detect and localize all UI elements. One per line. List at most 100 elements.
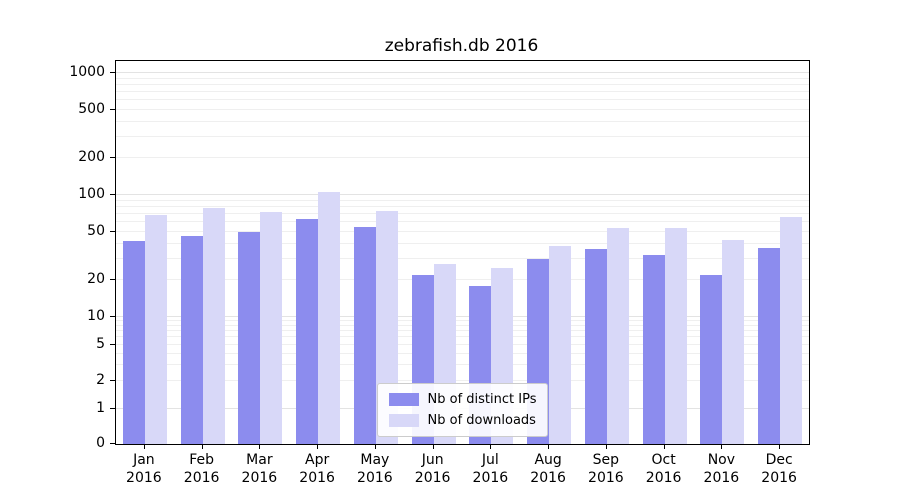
y-tick-mark — [110, 380, 115, 382]
bar-distinct-ips — [296, 218, 319, 444]
bar-downloads — [144, 215, 167, 444]
y-tick-label: 20 — [87, 271, 105, 288]
y-tick-mark — [110, 72, 115, 73]
bar-distinct-ips — [700, 275, 723, 444]
x-tick-mark — [143, 444, 145, 449]
x-tick-mark — [721, 444, 723, 449]
x-tick-label: May 2016 — [357, 452, 393, 487]
gridline — [116, 336, 809, 338]
legend-label: Nb of distinct IPs — [427, 392, 537, 407]
x-tick-mark — [374, 444, 376, 449]
x-tick-label: Sep 2016 — [588, 452, 624, 487]
y-tick-mark — [110, 194, 115, 195]
gridline — [116, 199, 809, 201]
x-tick-label: Oct 2016 — [645, 452, 682, 487]
gridlines-layer — [116, 61, 809, 444]
gridline — [116, 320, 809, 322]
y-tick-label: 1000 — [69, 64, 105, 80]
bar-downloads — [780, 217, 803, 444]
bar-distinct-ips — [758, 247, 781, 444]
gridline — [116, 324, 809, 326]
y-tick-mark — [110, 157, 115, 159]
legend-label: Nb of downloads — [427, 413, 536, 428]
x-tick-mark — [259, 444, 261, 449]
gridline — [116, 257, 809, 259]
gridline — [116, 135, 809, 137]
legend-swatch — [388, 393, 419, 406]
chart-title: zebrafish.db 2016 — [384, 36, 539, 56]
gridline — [116, 380, 809, 382]
legend-item: Nb of distinct IPs — [388, 392, 537, 407]
gridline — [116, 72, 809, 73]
gridline — [116, 364, 809, 366]
x-tick-label: Jan 2016 — [126, 452, 162, 487]
gridline — [116, 157, 809, 159]
y-tick-mark — [110, 343, 115, 345]
x-tick-mark — [317, 444, 319, 449]
gridline — [116, 221, 809, 223]
legend-swatch — [388, 414, 419, 427]
y-tick-label: 200 — [78, 149, 105, 166]
y-tick-label: 10 — [87, 308, 105, 324]
bar-distinct-ips — [122, 240, 145, 444]
gridline — [116, 194, 809, 195]
x-tick-mark — [605, 444, 607, 449]
y-tick-mark — [110, 408, 115, 409]
gridline — [116, 242, 809, 244]
bar-distinct-ips — [180, 236, 203, 444]
gridline — [116, 90, 809, 92]
x-tick-mark — [663, 444, 665, 449]
gridline — [116, 99, 809, 101]
x-tick-mark — [548, 444, 550, 449]
gridline — [116, 279, 809, 281]
gridline — [116, 83, 809, 85]
gridline — [116, 352, 809, 354]
bar-distinct-ips — [642, 255, 665, 444]
x-tick-label: Apr 2016 — [299, 452, 335, 487]
y-tick-mark — [110, 230, 115, 232]
x-tick-label: Jul 2016 — [472, 452, 509, 487]
gridline — [116, 343, 809, 345]
x-tick-label: Jun 2016 — [414, 452, 451, 487]
y-tick-label: 500 — [78, 100, 105, 117]
plot-area: Nb of distinct IPs Nb of downloads — [115, 60, 810, 445]
x-tick-mark — [779, 444, 781, 449]
x-tick-label: Feb 2016 — [183, 452, 220, 487]
bar-distinct-ips — [584, 249, 607, 444]
bar-downloads — [260, 212, 283, 444]
y-tick-label: 1 — [96, 400, 105, 416]
bar-downloads — [664, 227, 687, 444]
x-tick-label: Aug 2016 — [530, 452, 566, 487]
y-tick-label: 0 — [96, 435, 105, 451]
y-tick-label: 5 — [96, 335, 105, 352]
gridline — [116, 212, 809, 214]
bar-downloads — [549, 246, 572, 444]
bar-downloads — [318, 192, 341, 444]
y-tick-mark — [110, 279, 115, 281]
x-tick-label: Nov 2016 — [703, 452, 740, 487]
gridline — [116, 77, 809, 79]
gridline — [116, 330, 809, 332]
x-tick-mark — [432, 444, 434, 449]
x-tick-label: Mar 2016 — [241, 452, 278, 487]
legend: Nb of distinct IPs Nb of downloads — [376, 383, 549, 437]
x-tick-label: Dec 2016 — [761, 452, 797, 487]
y-tick-label: 50 — [87, 222, 105, 239]
y-tick-mark — [110, 316, 115, 317]
y-tick-mark — [110, 443, 115, 444]
gridline — [116, 205, 809, 207]
bar-downloads — [722, 239, 745, 444]
gridline — [116, 108, 809, 110]
gridline — [116, 316, 809, 317]
bar-downloads — [606, 227, 629, 444]
x-tick-mark — [201, 444, 203, 449]
bar-distinct-ips — [353, 226, 376, 444]
bar-distinct-ips — [238, 231, 261, 444]
gridline — [116, 120, 809, 122]
legend-item: Nb of downloads — [388, 413, 537, 428]
y-tick-mark — [110, 108, 115, 110]
x-tick-mark — [490, 444, 492, 449]
gridline — [116, 230, 809, 232]
y-tick-label: 100 — [78, 186, 105, 202]
